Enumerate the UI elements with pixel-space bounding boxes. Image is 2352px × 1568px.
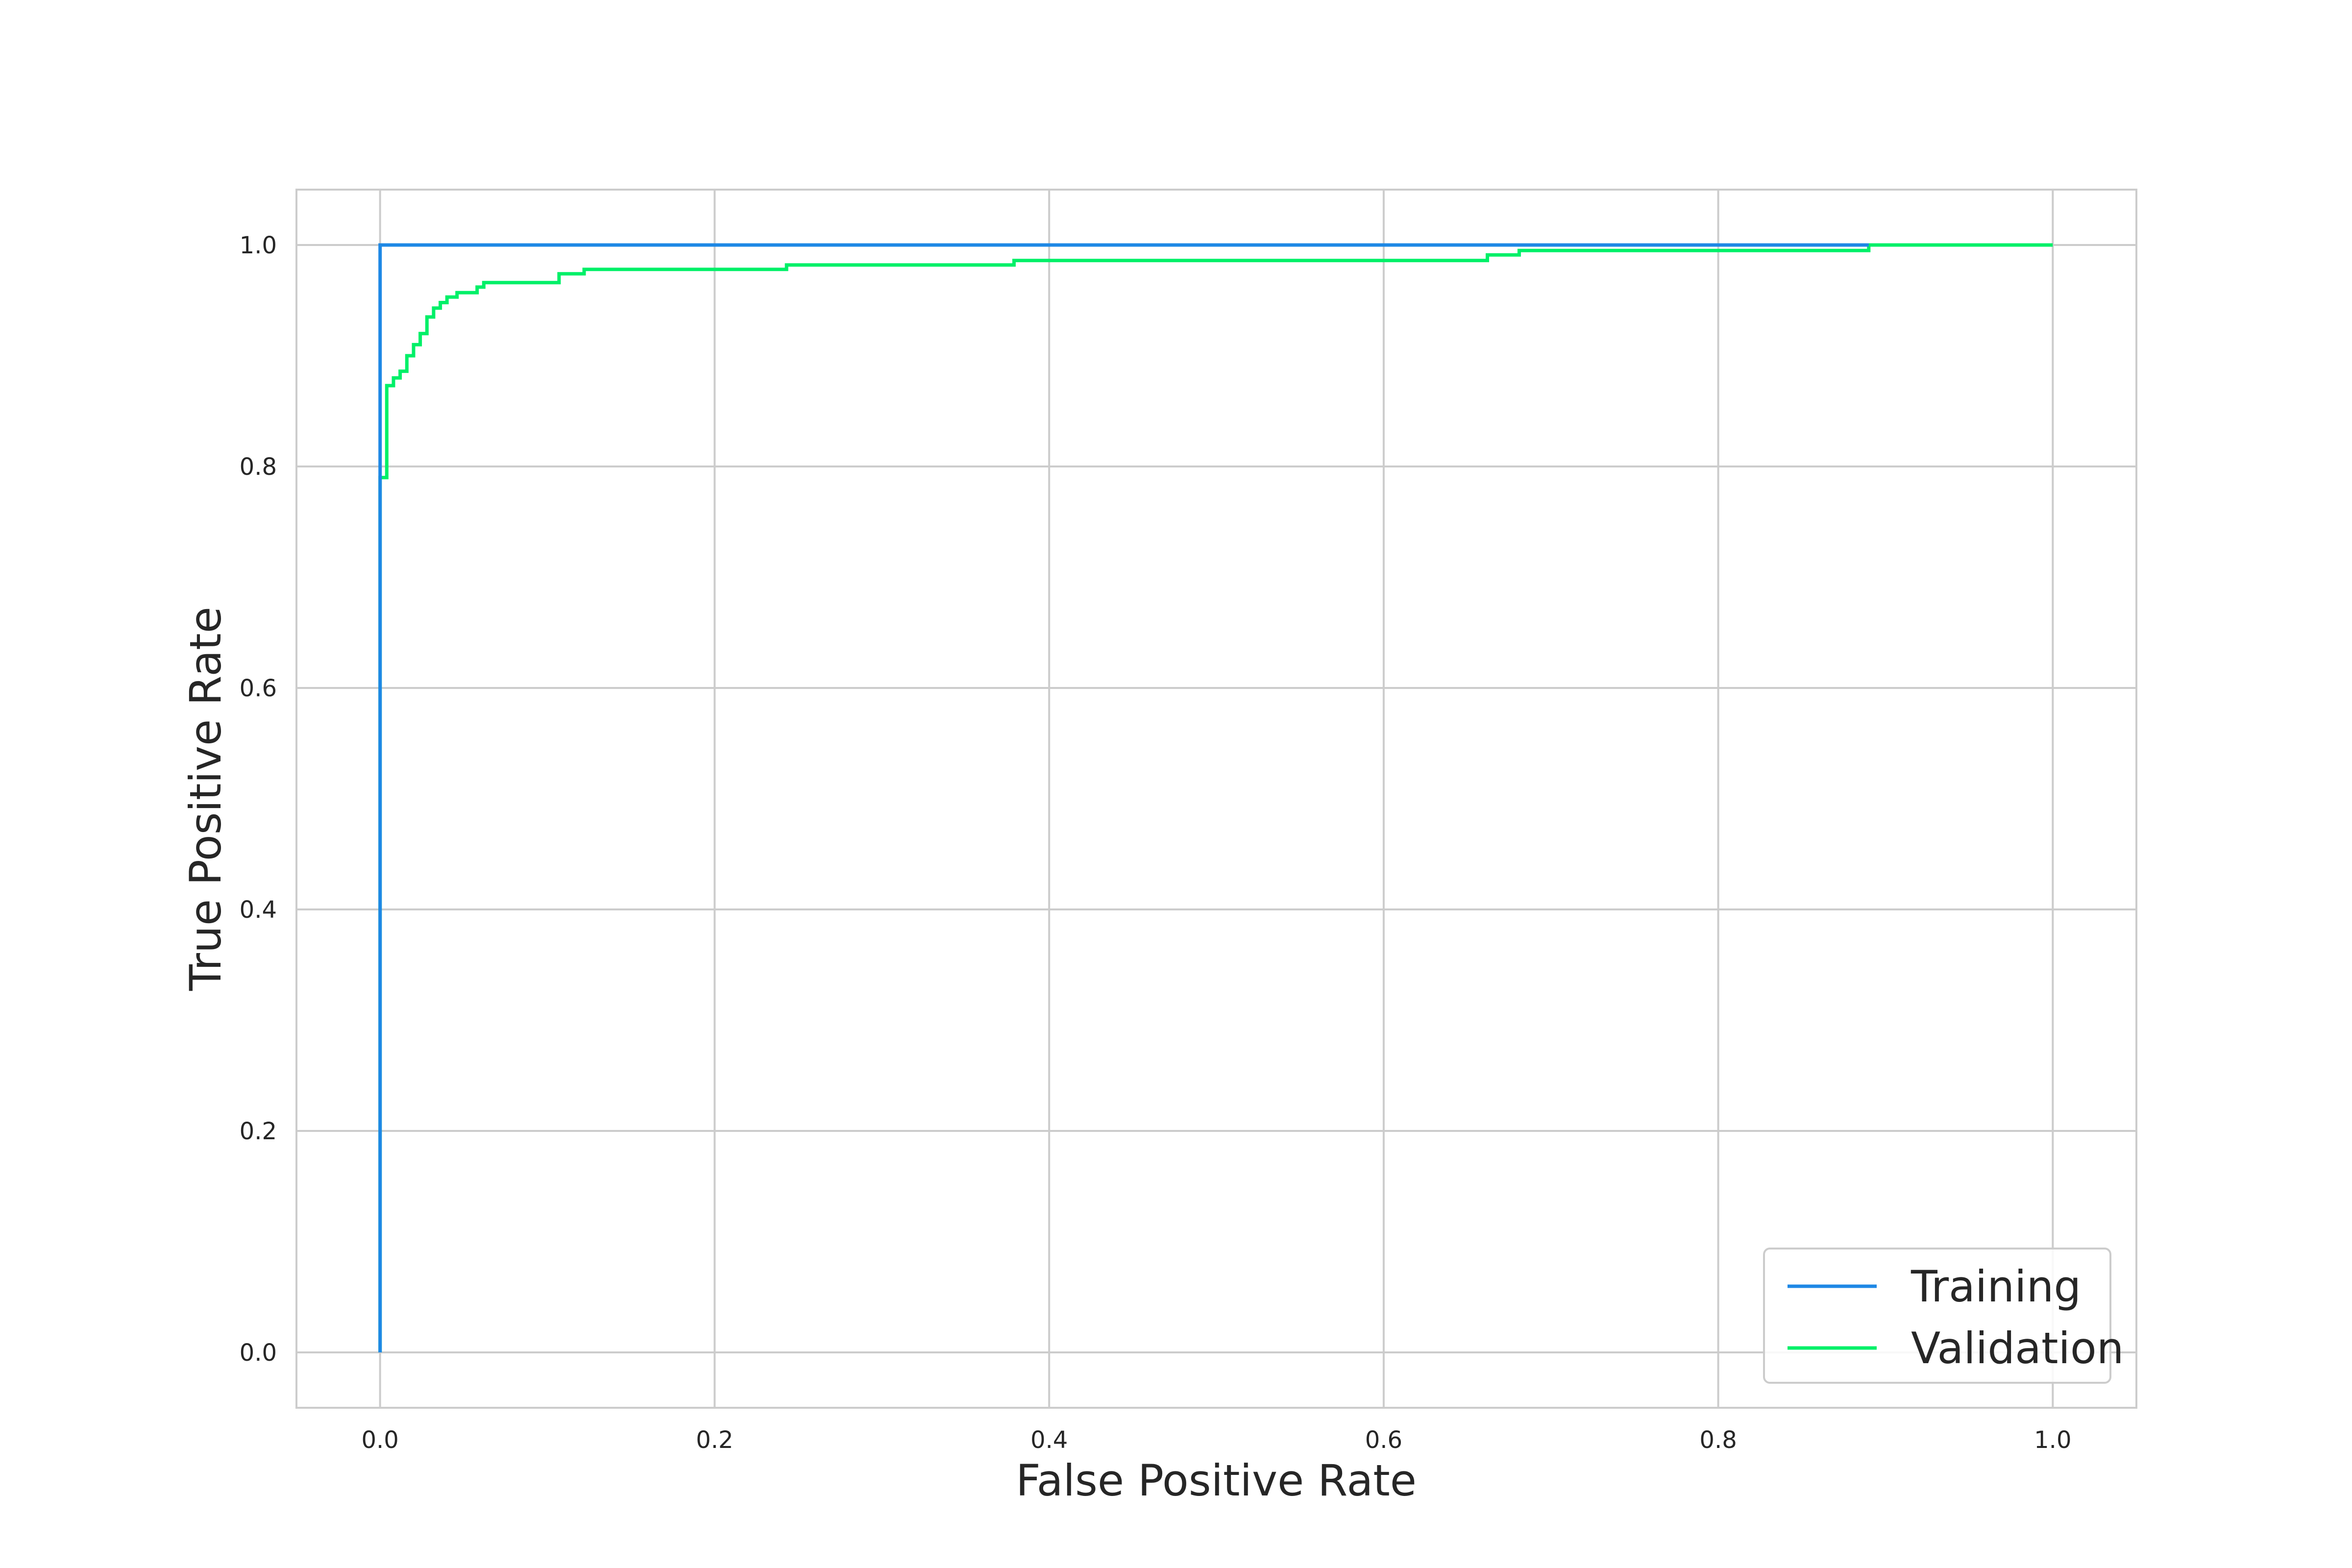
x-tick-label: 0.0 xyxy=(362,1426,399,1454)
y-tick-label: 0.2 xyxy=(240,1118,277,1145)
x-axis-title: False Positive Rate xyxy=(1016,1455,1417,1506)
x-tick-label: 1.0 xyxy=(2034,1426,2071,1454)
legend-label-validation: Validation xyxy=(1911,1323,2124,1373)
y-tick-label: 0.4 xyxy=(240,896,277,924)
x-tick-label: 0.8 xyxy=(1699,1426,1737,1454)
y-tick-label: 1.0 xyxy=(240,232,277,259)
x-tick-label: 0.2 xyxy=(696,1426,733,1454)
y-tick-label: 0.0 xyxy=(240,1339,277,1367)
grid xyxy=(296,190,2136,1408)
series-line-validation xyxy=(378,243,2053,1352)
x-tick-label: 0.6 xyxy=(1365,1426,1402,1454)
y-tick-label: 0.6 xyxy=(240,675,277,702)
series-lines xyxy=(378,243,2053,1352)
x-tick-label: 0.4 xyxy=(1030,1426,1068,1454)
series-line-training xyxy=(378,243,1869,1352)
legend: Training Validation xyxy=(1763,1248,2124,1384)
y-tick-label: 0.8 xyxy=(240,453,277,481)
plot-area-frame xyxy=(295,189,2137,1409)
y-axis-title: True Positive Rate xyxy=(180,607,231,991)
tick-labels: 0.0 0.2 0.4 0.6 0.8 1.0 0.0 0.2 0.4 0.6 0.8 1.0 xyxy=(240,232,2072,1454)
legend-label-training: Training xyxy=(1911,1261,2081,1312)
